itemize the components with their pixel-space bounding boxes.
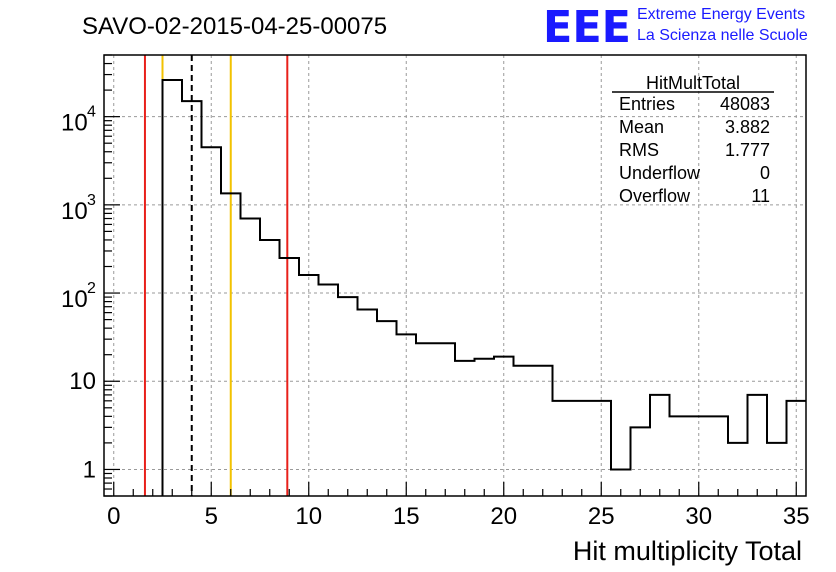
- y-tick-exponent: 4: [87, 104, 96, 121]
- logo-line-2: La Scienza nelle Scuole: [637, 27, 808, 44]
- eee-logo-mark: EEE: [543, 2, 631, 53]
- marker-lines: [143, 55, 289, 496]
- histogram-bin: [533, 366, 553, 496]
- histogram-bins: [163, 80, 807, 496]
- stats-box-title: HitMultTotal: [646, 73, 740, 93]
- histogram-bin: [416, 343, 436, 496]
- stats-rows: Entries 48083 Mean 3.882 RMS 1.777 Underflow 0 O…: [619, 94, 770, 206]
- x-axis-label: Hit multiplicity Total: [573, 536, 802, 566]
- histogram-bin: [748, 395, 768, 496]
- stats-box: HitMultTotal Entries 48083 Mean 3.882 RMS 1.7…: [612, 73, 774, 206]
- histogram-bin: [709, 416, 729, 496]
- histogram-outline: [161, 79, 806, 496]
- histogram-bin: [475, 359, 495, 496]
- logo-line-1: Extreme Energy Events: [637, 6, 805, 23]
- histogram-bin: [358, 310, 378, 496]
- histogram-bin: [514, 366, 534, 496]
- x-tick-label: 35: [783, 503, 810, 530]
- plot-frame: [103, 54, 807, 497]
- stats-value: 3.882: [725, 117, 770, 137]
- y-tick-exponent: 2: [87, 280, 96, 297]
- x-tick-label: 25: [588, 503, 615, 530]
- stats-label: Underflow: [619, 163, 701, 183]
- x-tick-label: 5: [205, 503, 218, 530]
- y-tick-label: 10: [69, 368, 96, 395]
- y-tick-label: 10: [61, 198, 88, 225]
- stats-label: Entries: [619, 94, 675, 114]
- x-axis-ticks: 0 5 10 15 20 25 30 35: [107, 482, 810, 530]
- histogram-bin: [338, 297, 358, 496]
- histogram-bin: [650, 395, 670, 496]
- stats-value: 0: [760, 163, 770, 183]
- stats-value: 1.777: [725, 140, 770, 160]
- y-tick-label: 1: [83, 456, 96, 483]
- eee-logo: EEE Extreme Energy Events La Scienza nel…: [543, 2, 808, 53]
- chart-title: SAVO-02-2015-04-25-00075: [82, 13, 387, 40]
- x-tick-label: 10: [295, 503, 322, 530]
- histogram-bin: [319, 285, 339, 496]
- histogram-bin: [553, 401, 573, 496]
- grid: [104, 55, 806, 496]
- histogram-bin: [260, 240, 280, 496]
- histogram-bin: [241, 219, 261, 496]
- y-tick-exponent: 3: [87, 192, 96, 209]
- x-tick-label: 0: [107, 503, 120, 530]
- y-tick-label: 10: [61, 110, 88, 137]
- stats-value: 11: [751, 186, 770, 206]
- stats-label: Overflow: [619, 186, 691, 206]
- histogram-bin: [280, 258, 300, 496]
- histogram-bin: [163, 80, 183, 496]
- x-tick-label: 20: [490, 503, 517, 530]
- y-tick-label: 10: [61, 286, 88, 313]
- x-tick-label: 15: [393, 503, 420, 530]
- histogram-bin: [631, 427, 651, 496]
- histogram-bin: [572, 401, 592, 496]
- stats-value: 48083: [720, 94, 770, 114]
- histogram-bin: [670, 416, 690, 496]
- histogram-bin: [436, 343, 456, 496]
- stats-label: RMS: [619, 140, 659, 160]
- stats-label: Mean: [619, 117, 664, 137]
- x-tick-label: 30: [685, 503, 712, 530]
